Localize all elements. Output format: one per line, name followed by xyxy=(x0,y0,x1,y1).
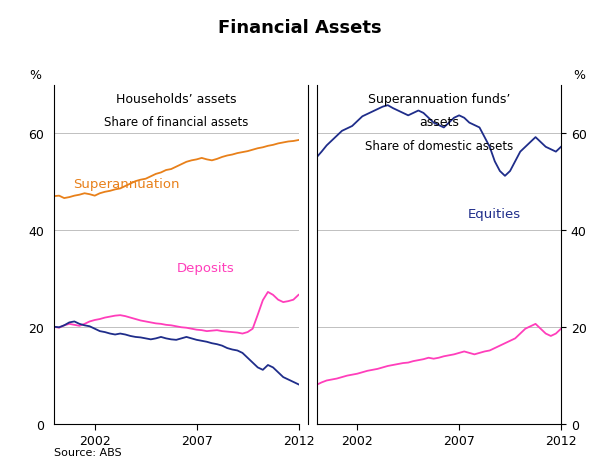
Text: assets: assets xyxy=(419,116,458,129)
Text: Superannuation funds’: Superannuation funds’ xyxy=(368,92,510,105)
Text: Financial Assets: Financial Assets xyxy=(218,19,382,37)
Text: Deposits: Deposits xyxy=(176,262,234,275)
Text: %: % xyxy=(29,69,41,82)
Text: Households’ assets: Households’ assets xyxy=(116,92,236,105)
Text: Share of domestic assets: Share of domestic assets xyxy=(365,140,513,153)
Text: Share of financial assets: Share of financial assets xyxy=(104,116,248,129)
Text: Equities: Equities xyxy=(468,208,521,220)
Text: Source: ABS: Source: ABS xyxy=(54,447,122,457)
Text: Superannuation: Superannuation xyxy=(74,177,180,190)
Text: %: % xyxy=(574,69,586,82)
